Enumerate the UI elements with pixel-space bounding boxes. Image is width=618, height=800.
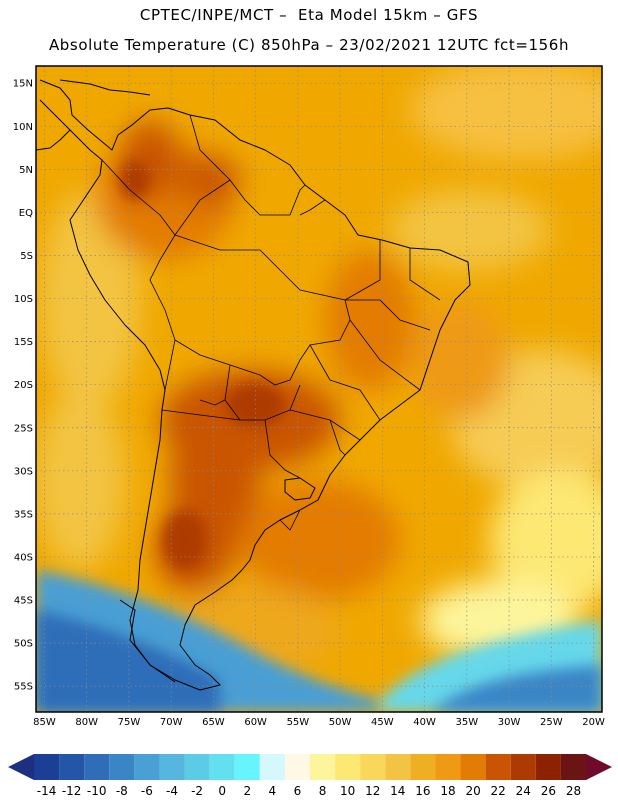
colorbar-box	[209, 754, 235, 780]
lat-label: 55S	[14, 682, 33, 693]
colorbar-label: 0	[218, 784, 226, 798]
caribbean-coast	[59, 79, 151, 96]
lat-label: 30S	[14, 466, 33, 477]
colorbar-label: -8	[116, 784, 128, 798]
lat-label: 5N	[19, 165, 33, 176]
colorbar-box	[360, 754, 386, 780]
colorbar-label: 20	[465, 784, 480, 798]
colorbar-box	[109, 754, 135, 780]
south-america-coast	[39, 79, 471, 691]
colorbar-box	[34, 754, 60, 780]
colorbar-box	[184, 754, 210, 780]
colorbar-labels: -14 -12 -10 -8 -6 -4 -2 0 2 4 6 8 10 12 14 16 18 20 22 24 26…	[37, 784, 581, 798]
lat-label: 15N	[13, 79, 33, 90]
lat-label: 25S	[14, 423, 33, 434]
map-frame	[35, 65, 603, 713]
colorbar-box	[310, 754, 336, 780]
colorbar-box	[485, 754, 511, 780]
colorbar-box	[84, 754, 110, 780]
lat-label: 10S	[14, 294, 33, 305]
lat-label: 20S	[14, 380, 33, 391]
colorbar-label: 8	[319, 784, 327, 798]
lon-label: 30W	[498, 717, 521, 725]
lon-label: 35W	[456, 717, 479, 725]
colorbar-box	[59, 754, 85, 780]
lon-label: 85W	[33, 717, 56, 725]
colorbar-boxes	[34, 754, 586, 780]
colorbar-label: 16	[415, 784, 430, 798]
lat-label: 35S	[14, 509, 33, 520]
lon-label: 50W	[329, 717, 352, 725]
colorbar-label: 22	[491, 784, 506, 798]
lat-label: 45S	[14, 596, 33, 607]
colorbar-box	[510, 754, 536, 780]
colorbar-box	[159, 754, 185, 780]
lon-label: 20W	[582, 717, 605, 725]
colorbar-label: -4	[166, 784, 178, 798]
coastlines	[35, 79, 471, 691]
colorbar-label: 28	[566, 784, 581, 798]
colorbar-high-arrow	[586, 754, 612, 780]
longitude-labels: 85W 80W 75W 70W 65W 60W 55W 50W 45W 40W 35W 30W 25W 2…	[33, 717, 605, 725]
colorbar-label: -2	[191, 784, 203, 798]
colorbar-box	[284, 754, 310, 780]
lon-label: 55W	[287, 717, 310, 725]
lon-label: 75W	[118, 717, 141, 725]
colorbar-low-arrow	[8, 754, 34, 780]
colorbar-label: 14	[390, 784, 405, 798]
lon-label: 45W	[371, 717, 394, 725]
colorbar-box	[385, 754, 411, 780]
colorbar-box	[460, 754, 486, 780]
lon-label: 65W	[202, 717, 225, 725]
colorbar-box	[560, 754, 586, 780]
lat-label: 5S	[20, 251, 33, 262]
colorbar-box	[410, 754, 436, 780]
chile-fjords	[119, 599, 176, 683]
lon-label: 40W	[413, 717, 436, 725]
map-title-line2: Absolute Temperature (C) 850hPa – 23/02/…	[48, 36, 570, 54]
lat-label: 50S	[14, 639, 33, 650]
lon-label: 25W	[540, 717, 563, 725]
colorbar-box	[435, 754, 461, 780]
colorbar-label: 6	[294, 784, 302, 798]
colorbar-label: -14	[37, 784, 57, 798]
lat-label: 15S	[14, 337, 33, 348]
lon-label: 70W	[160, 717, 183, 725]
colorbar-box	[259, 754, 285, 780]
colorbar-label: -12	[62, 784, 82, 798]
lat-label: EQ	[19, 208, 33, 219]
colorbar-box	[535, 754, 561, 780]
colorbar-box	[234, 754, 260, 780]
political-borders	[101, 114, 441, 531]
colorbar-box	[335, 754, 361, 780]
colorbar-label: 12	[365, 784, 380, 798]
lon-label: 60W	[244, 717, 267, 725]
central-america-coast	[35, 129, 71, 151]
colorbar-label: 18	[440, 784, 455, 798]
temperature-field	[36, 66, 602, 712]
latitude-labels: 15N 10N 5N EQ 5S 10S 15S 20S 25S 30S 35S 40S 45S 50S 5…	[13, 79, 33, 693]
lon-label: 80W	[75, 717, 98, 725]
lat-label: 10N	[13, 122, 33, 133]
colorbar-label: 26	[541, 784, 556, 798]
colorbar-label: 4	[269, 784, 277, 798]
colorbar: -14 -12 -10 -8 -6 -4 -2 0 2 4 6 8 10 12 14 16 18 20 22 24 26…	[8, 754, 612, 798]
colorbar-label: 2	[243, 784, 251, 798]
colorbar-label: 24	[516, 784, 531, 798]
temperature-map: 15N 10N 5N EQ 5S 10S 15S 20S 25S 30S 35S 40S 45S 50S 5…	[13, 65, 605, 725]
map-title-line1: CPTEC/INPE/MCT – Eta Model 15km – GFS	[139, 6, 479, 24]
colorbar-label: -6	[141, 784, 153, 798]
colorbar-box	[134, 754, 160, 780]
lat-label: 40S	[14, 552, 33, 563]
colorbar-label: -10	[87, 784, 107, 798]
colorbar-label: 10	[340, 784, 355, 798]
